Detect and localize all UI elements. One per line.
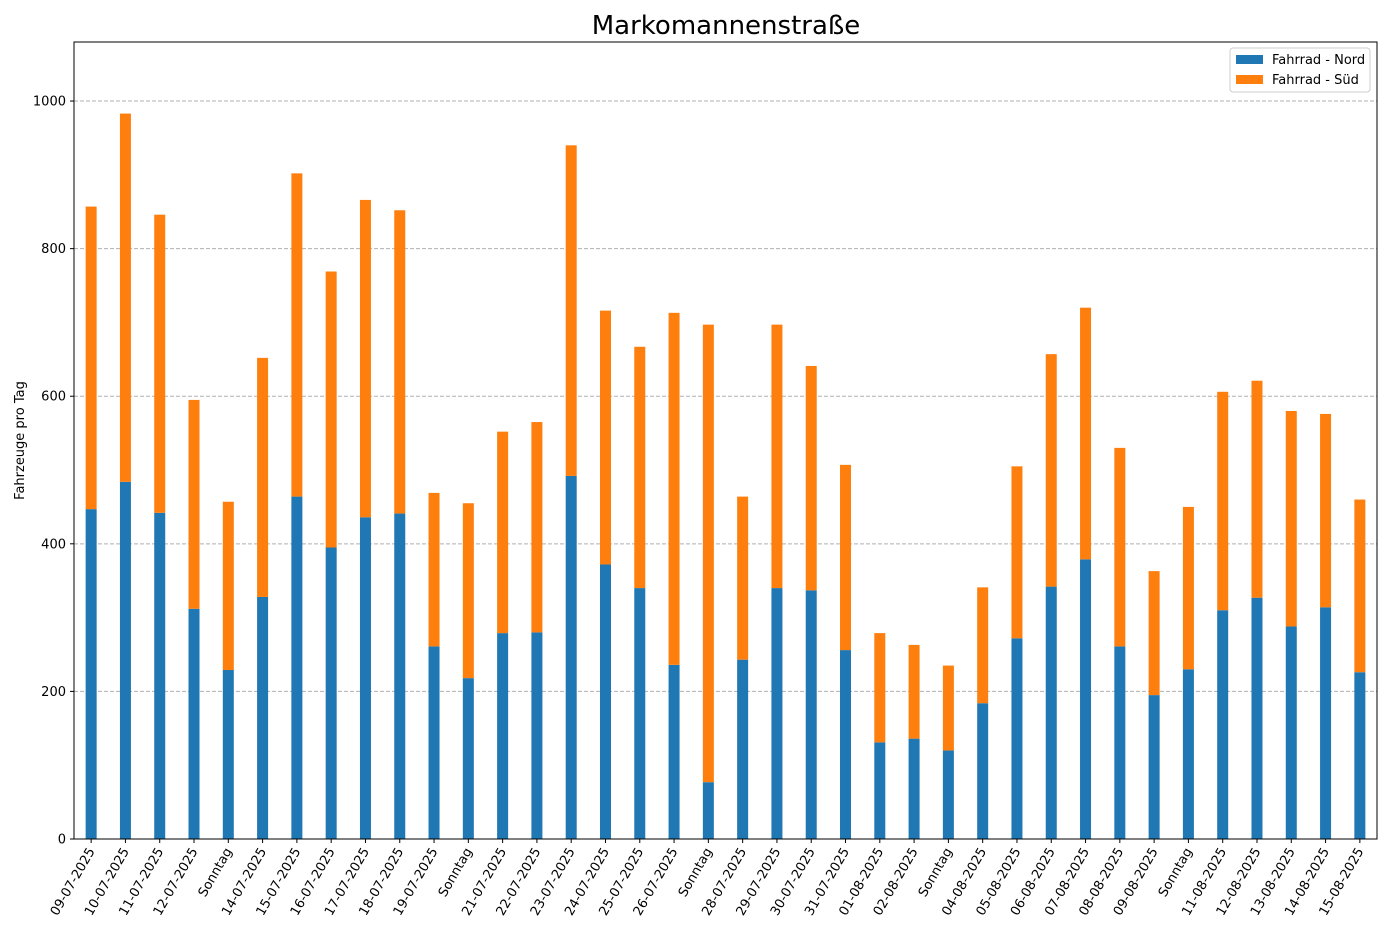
y-tick-label-2: 400 <box>41 537 66 552</box>
bar-sued-23 <box>874 633 886 743</box>
bar-nord-5 <box>257 596 269 839</box>
bar-nord-37 <box>1354 672 1366 839</box>
bar-nord-26 <box>977 703 989 839</box>
bar-sued-8 <box>359 199 371 518</box>
y-tick-label-5: 1000 <box>33 95 66 110</box>
bar-sued-5 <box>257 357 269 597</box>
bar-sued-17 <box>668 312 680 665</box>
bar-nord-8 <box>359 517 371 839</box>
bar-nord-17 <box>668 664 680 839</box>
bar-sued-6 <box>291 173 303 497</box>
bar-nord-35 <box>1285 626 1297 839</box>
bar-sued-26 <box>977 587 989 704</box>
bar-sued-24 <box>908 644 920 739</box>
y-axis-label: Fahrzeuge pro Tag <box>13 381 28 500</box>
bar-sued-2 <box>154 214 166 513</box>
bar-nord-22 <box>840 650 852 839</box>
bar-nord-31 <box>1148 695 1160 839</box>
legend-swatch-1 <box>1236 75 1263 84</box>
bar-nord-6 <box>291 496 303 839</box>
bar-sued-33 <box>1217 391 1229 611</box>
bar-nord-27 <box>1011 638 1023 839</box>
bar-nord-4 <box>222 670 234 839</box>
bar-nord-36 <box>1320 607 1332 839</box>
bar-nord-18 <box>702 782 714 839</box>
bar-nord-32 <box>1182 669 1194 839</box>
bar-sued-7 <box>325 271 337 548</box>
grid-lines <box>74 100 1377 692</box>
bar-sued-14 <box>565 145 577 476</box>
bar-nord-24 <box>908 738 920 839</box>
bar-sued-16 <box>634 346 646 589</box>
bar-nord-29 <box>1080 559 1092 839</box>
bar-sued-30 <box>1114 447 1126 647</box>
bar-sued-20 <box>771 324 783 589</box>
bar-nord-10 <box>428 646 440 839</box>
bar-sued-12 <box>497 431 509 634</box>
bar-sued-32 <box>1182 506 1194 670</box>
bar-nord-19 <box>737 659 749 839</box>
bar-nord-3 <box>188 608 200 839</box>
y-tick-label-0: 0 <box>58 833 66 848</box>
bar-nord-11 <box>462 678 474 839</box>
bar-sued-22 <box>840 464 852 651</box>
legend-swatch-0 <box>1236 55 1263 64</box>
bar-sued-37 <box>1354 499 1366 673</box>
bar-nord-9 <box>394 513 406 839</box>
bar-sued-15 <box>599 310 611 565</box>
bar-nord-20 <box>771 588 783 839</box>
bar-nord-21 <box>805 590 817 839</box>
bar-sued-18 <box>702 324 714 783</box>
bar-sued-4 <box>222 501 234 671</box>
bar-sued-34 <box>1251 380 1263 598</box>
x-axis: 09-07-202510-07-202511-07-202512-07-2025… <box>48 839 1367 918</box>
bar-nord-1 <box>119 481 131 839</box>
bar-nord-30 <box>1114 646 1126 839</box>
legend-label-1: Fahrrad - Süd <box>1272 73 1359 88</box>
bar-sued-0 <box>85 206 97 510</box>
bar-nord-12 <box>497 633 509 839</box>
y-tick-label-1: 200 <box>41 685 66 700</box>
bar-sued-29 <box>1080 307 1092 560</box>
bar-sued-11 <box>462 503 474 679</box>
bar-sued-3 <box>188 399 200 609</box>
bar-sued-28 <box>1045 354 1057 587</box>
bar-nord-25 <box>942 750 954 839</box>
bar-sued-13 <box>531 422 543 633</box>
chart-title: Markomannenstraße <box>592 11 861 41</box>
bar-nord-23 <box>874 742 886 839</box>
bar-sued-1 <box>119 113 131 482</box>
bar-sued-35 <box>1285 410 1297 627</box>
bar-nord-28 <box>1045 586 1057 839</box>
y-axis: 0 200 400 600 800 1000 <box>33 95 74 848</box>
bar-nord-14 <box>565 475 577 839</box>
bar-nord-34 <box>1251 597 1263 839</box>
legend-box <box>1229 47 1371 93</box>
bar-nord-33 <box>1217 610 1229 839</box>
bar-sued-36 <box>1320 413 1332 608</box>
bar-nord-7 <box>325 547 337 839</box>
bar-sued-9 <box>394 210 406 514</box>
y-tick-label-3: 600 <box>41 390 66 405</box>
bar-sued-19 <box>737 496 749 660</box>
legend-label-0: Fahrrad - Nord <box>1272 53 1365 68</box>
bar-nord-16 <box>634 588 646 839</box>
bar-nord-13 <box>531 632 543 839</box>
bar-sued-25 <box>942 665 954 751</box>
bar-sued-31 <box>1148 571 1160 696</box>
bar-sued-10 <box>428 492 440 647</box>
plot-frame <box>73 41 1378 840</box>
bar-nord-2 <box>154 512 166 839</box>
bars <box>85 113 1366 839</box>
legend: Fahrrad - Nord Fahrrad - Süd <box>1229 47 1371 93</box>
bar-nord-0 <box>85 509 97 839</box>
y-tick-label-4: 800 <box>41 242 66 257</box>
bar-sued-21 <box>805 365 817 591</box>
bar-sued-27 <box>1011 466 1023 639</box>
bar-nord-15 <box>599 564 611 839</box>
